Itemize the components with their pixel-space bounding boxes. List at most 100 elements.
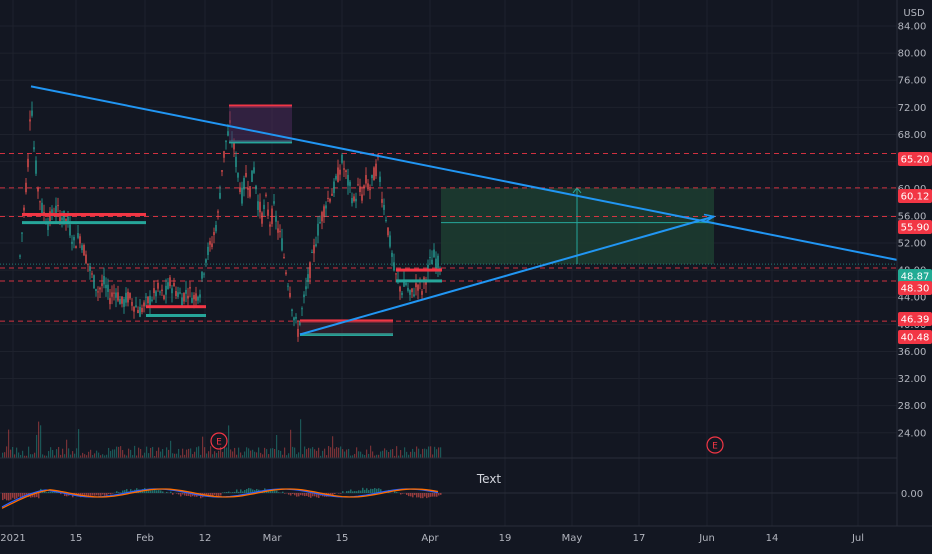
volume-bar xyxy=(232,451,233,458)
price-tag-label: 60.12 xyxy=(901,192,930,203)
histogram-bar xyxy=(98,493,100,496)
histogram-bar xyxy=(350,490,352,493)
volume-bar xyxy=(190,448,191,458)
volume-bar xyxy=(324,449,325,458)
candle-body xyxy=(357,184,358,185)
time-tick-label: 14 xyxy=(766,533,779,544)
candle-body xyxy=(77,233,78,238)
support-box[interactable] xyxy=(300,321,393,335)
volume-bar xyxy=(38,422,39,458)
volume-bar xyxy=(234,448,235,458)
candle-body xyxy=(287,286,288,287)
volume-bar xyxy=(22,451,23,458)
candle-body xyxy=(95,289,96,291)
histogram-bar xyxy=(346,491,348,493)
candle-body xyxy=(219,193,220,199)
candle-body xyxy=(331,194,332,196)
histogram-bar xyxy=(8,493,10,500)
volume-bar xyxy=(410,452,411,458)
volume-bar xyxy=(82,453,83,458)
volume-bar xyxy=(340,446,341,458)
candle-body xyxy=(199,294,200,297)
support-bar[interactable] xyxy=(22,221,146,224)
candle-body xyxy=(311,252,312,253)
candle-body xyxy=(213,232,214,235)
volume-bar xyxy=(32,454,33,458)
candle-body xyxy=(335,176,336,180)
volume-bar xyxy=(356,447,357,458)
volume-bar xyxy=(12,447,13,458)
histogram-bar xyxy=(234,492,236,493)
histogram-bar xyxy=(218,493,220,496)
candle-body xyxy=(69,225,70,236)
candle-body xyxy=(123,299,124,307)
volume-bar xyxy=(358,451,359,458)
earnings-marker-label: E xyxy=(216,438,222,448)
volume-bar xyxy=(360,452,361,458)
histogram-bar xyxy=(308,493,310,497)
candle-body xyxy=(261,213,262,224)
resistance-bar[interactable] xyxy=(396,269,442,272)
volume-bar xyxy=(182,449,183,458)
histogram-bar xyxy=(244,490,246,493)
volume-bar xyxy=(222,452,223,458)
volume-bar xyxy=(30,454,31,458)
candle-body xyxy=(33,147,34,149)
candle-body xyxy=(181,297,182,305)
candle-body xyxy=(105,285,106,288)
histogram-bar xyxy=(394,491,396,493)
volume-bar xyxy=(186,450,187,458)
support-bar[interactable] xyxy=(146,314,206,317)
histogram-bar xyxy=(182,493,184,494)
candle-body xyxy=(139,307,140,317)
volume-bar xyxy=(298,452,299,458)
volume-bar xyxy=(260,453,261,458)
price-tick-label: 68.00 xyxy=(898,130,927,141)
price-tag-label: 48.30 xyxy=(901,284,930,295)
histogram-bar xyxy=(180,493,182,496)
volume-bar xyxy=(312,447,313,458)
candle-body xyxy=(315,244,316,246)
histogram-bar xyxy=(148,491,150,493)
candle-body xyxy=(279,231,280,232)
histogram-bar xyxy=(424,493,426,497)
histogram-bar xyxy=(426,493,428,498)
resistance-bar[interactable] xyxy=(22,213,146,216)
candle-body xyxy=(297,329,298,337)
candle-body xyxy=(201,272,202,279)
candle-body xyxy=(215,225,216,231)
histogram-bar xyxy=(298,493,300,496)
candle-body xyxy=(29,119,30,121)
histogram-bar xyxy=(288,493,290,495)
candle-body xyxy=(351,198,352,203)
volume-bar xyxy=(328,446,329,458)
volume-bar xyxy=(206,453,207,458)
histogram-bar xyxy=(354,491,356,493)
candle-body xyxy=(235,157,236,167)
volume-bar xyxy=(322,451,323,458)
volume-bar xyxy=(438,447,439,458)
histogram-bar xyxy=(304,493,306,496)
histogram-bar xyxy=(282,492,284,493)
volume-bar xyxy=(226,448,227,458)
candle-body xyxy=(251,170,252,181)
volume-bar xyxy=(318,448,319,458)
candle-body xyxy=(239,187,240,192)
candle-body xyxy=(83,245,84,256)
annotation-text[interactable]: Text xyxy=(476,472,502,486)
resistance-bar[interactable] xyxy=(146,305,206,308)
histogram-bar xyxy=(370,489,372,493)
candle-body xyxy=(145,297,146,298)
candle-body xyxy=(177,292,178,297)
candle-body xyxy=(369,189,370,190)
candle-body xyxy=(227,131,228,135)
volume-bar xyxy=(114,449,115,458)
volume-bar xyxy=(426,449,427,458)
candle-body xyxy=(195,293,196,300)
candle-body xyxy=(211,244,212,247)
volume-bar xyxy=(160,452,161,458)
support-bar[interactable] xyxy=(396,279,442,282)
volume-bar xyxy=(56,449,57,458)
candle-body xyxy=(185,290,186,294)
